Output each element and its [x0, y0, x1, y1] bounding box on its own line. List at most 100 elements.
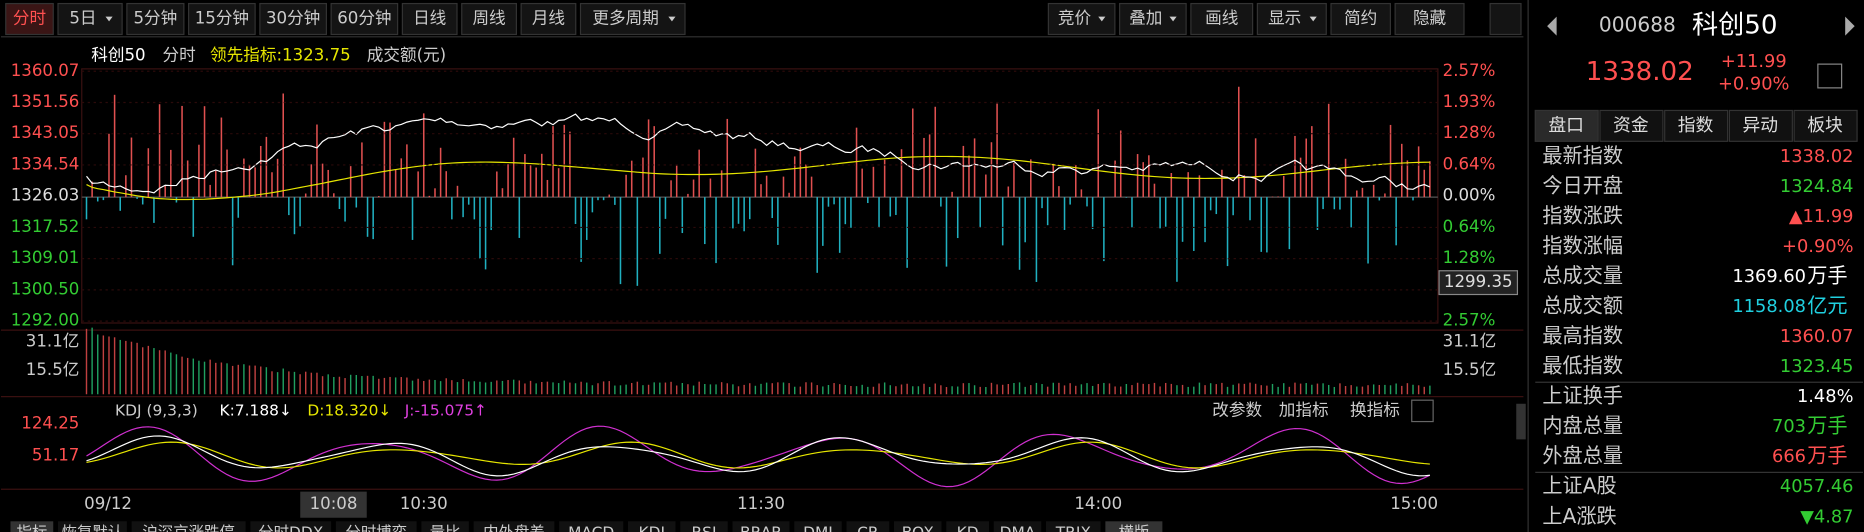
fullscreen-button[interactable]: [1489, 2, 1522, 36]
bottom-tab[interactable]: [250, 521, 332, 532]
bottom-tab-label[interactable]: KDJ: [638, 524, 665, 532]
bottom-tab-label[interactable]: CR: [857, 524, 879, 532]
bottom-tab[interactable]: [10, 521, 54, 532]
toolbar-button-label[interactable]: 分时: [13, 9, 46, 28]
toolbar-button-label[interactable]: 5分钟: [133, 9, 177, 28]
sidebar-tab-label[interactable]: 资金: [1613, 115, 1649, 136]
bottom-tab[interactable]: [335, 521, 417, 532]
toolbar-button[interactable]: [520, 2, 577, 36]
toolbar-button[interactable]: [330, 2, 399, 36]
row-value: 1323.45: [1780, 356, 1854, 377]
toolbar-button[interactable]: [126, 2, 185, 36]
sidebar-tab-label[interactable]: 指数: [1678, 115, 1714, 136]
bottom-tab[interactable]: [473, 521, 555, 532]
bottom-tab-label[interactable]: MACD: [568, 524, 614, 532]
time-axis-label: 10:30: [400, 494, 448, 513]
toolbar-button-label[interactable]: 简约: [1344, 9, 1377, 28]
sidebar-tab-label[interactable]: 板块: [1807, 115, 1843, 136]
close-button[interactable]: [1411, 399, 1434, 423]
bottom-tab-label[interactable]: 恢复默认: [62, 524, 124, 532]
bottom-tab-label[interactable]: BOX: [902, 524, 934, 532]
toolbar-button[interactable]: [188, 2, 256, 36]
sidebar-tab-label[interactable]: 异动: [1742, 115, 1778, 136]
toolbar-button[interactable]: [1119, 2, 1187, 36]
bottom-tab-label[interactable]: 分时DDX: [258, 524, 324, 532]
bottom-tab[interactable]: [559, 521, 624, 532]
right-axis-label: 2.57%: [1443, 61, 1496, 80]
toolbar-button-label[interactable]: 更多周期: [592, 9, 658, 28]
index-price: 1338.02: [1586, 57, 1694, 87]
toolbar-button-label[interactable]: 叠加: [1129, 9, 1162, 28]
bottom-tab-label[interactable]: RSI: [691, 524, 716, 532]
bottom-tab-label[interactable]: TRIX: [1055, 524, 1092, 532]
toolbar-button[interactable]: [1394, 2, 1465, 36]
sidebar-tab[interactable]: [1793, 109, 1858, 142]
sidebar-tab[interactable]: [1599, 109, 1664, 142]
bottom-tab[interactable]: [1105, 521, 1163, 532]
row-label: 指数涨幅: [1542, 233, 1623, 257]
bottom-tab[interactable]: [1046, 521, 1101, 532]
toolbar-button-label[interactable]: 竞价: [1058, 9, 1092, 28]
toolbar-button-label[interactable]: 隐藏: [1413, 9, 1447, 28]
toolbar-button[interactable]: [5, 2, 54, 36]
toolbar-button-label[interactable]: 显示: [1268, 9, 1301, 28]
bottom-tab-label[interactable]: 量比: [430, 524, 461, 532]
bottom-tab[interactable]: [131, 521, 246, 532]
nav-arrow[interactable]: [1845, 16, 1855, 36]
toolbar-button[interactable]: [57, 2, 123, 36]
toolbar-button[interactable]: [579, 2, 686, 36]
nav-arrow[interactable]: [1547, 16, 1557, 36]
bottom-tab[interactable]: [58, 521, 127, 532]
toolbar-button-label[interactable]: 月线: [532, 9, 565, 28]
kdj-j: J:-15.075↑: [404, 401, 487, 419]
collapse-handle[interactable]: [1516, 403, 1526, 440]
toolbar-button[interactable]: [259, 2, 327, 36]
bottom-tab[interactable]: [732, 521, 790, 532]
bottom-tab[interactable]: [680, 521, 728, 532]
cursor-value: 1299.35: [1444, 272, 1513, 291]
toolbar-button[interactable]: [461, 2, 517, 36]
toolbar-button[interactable]: [1047, 2, 1116, 36]
kdj-k: K:7.188↓: [220, 401, 292, 419]
average-line: [86, 155, 1430, 201]
volume-axis-label: 31.1亿: [26, 332, 80, 351]
sidebar-tab[interactable]: [1664, 109, 1729, 142]
bottom-tab-label[interactable]: 指标: [16, 524, 47, 532]
bottom-tab[interactable]: [421, 521, 469, 532]
bottom-tab-label[interactable]: 横版: [1118, 524, 1149, 532]
bottom-tab[interactable]: [846, 521, 890, 532]
row-label: 最低指数: [1542, 354, 1623, 378]
bottom-tab[interactable]: [993, 521, 1042, 532]
bottom-tab[interactable]: [946, 521, 989, 532]
sidebar-tab[interactable]: [1728, 109, 1793, 142]
bottom-tab-label[interactable]: DMA: [1000, 524, 1036, 532]
bottom-tab[interactable]: [894, 521, 942, 532]
dropdown-arrow: [1169, 16, 1177, 22]
kdj-button[interactable]: 换指标: [1350, 400, 1400, 419]
toolbar-button-label[interactable]: 画线: [1205, 9, 1238, 28]
toolbar-button-label[interactable]: 30分钟: [266, 9, 320, 28]
add-button[interactable]: [1817, 63, 1843, 89]
bottom-tab[interactable]: [794, 521, 842, 532]
toolbar-button-label[interactable]: 15分钟: [195, 9, 249, 28]
kdj-button[interactable]: 改参数: [1212, 400, 1262, 419]
bottom-tab-label[interactable]: 内外盘差: [483, 523, 545, 532]
sidebar-tab[interactable]: [1534, 109, 1599, 142]
toolbar-button[interactable]: [401, 2, 458, 36]
bottom-tab-label[interactable]: KD: [957, 524, 979, 532]
kdj-button[interactable]: 加指标: [1279, 400, 1329, 419]
toolbar-button[interactable]: [1330, 2, 1391, 36]
toolbar-button-label[interactable]: 60分钟: [337, 9, 391, 28]
bottom-tab[interactable]: [628, 521, 676, 532]
toolbar-button-label[interactable]: 5日: [69, 9, 96, 28]
bottom-tab-label[interactable]: 分时博弈: [345, 524, 407, 532]
row-value: 666: [1772, 446, 1806, 467]
bottom-tab-label[interactable]: DMI: [803, 524, 833, 532]
bottom-tab-label[interactable]: 沪深京涨跌停: [142, 524, 235, 532]
sidebar-tab-label[interactable]: 盘口: [1548, 115, 1584, 136]
time-axis-label: 15:00: [1390, 494, 1438, 513]
toolbar-button-label[interactable]: 日线: [413, 9, 446, 28]
toolbar-button-label[interactable]: 周线: [472, 9, 505, 28]
bottom-tab-label[interactable]: BRAR: [740, 524, 782, 532]
toolbar-button[interactable]: [1190, 2, 1254, 36]
